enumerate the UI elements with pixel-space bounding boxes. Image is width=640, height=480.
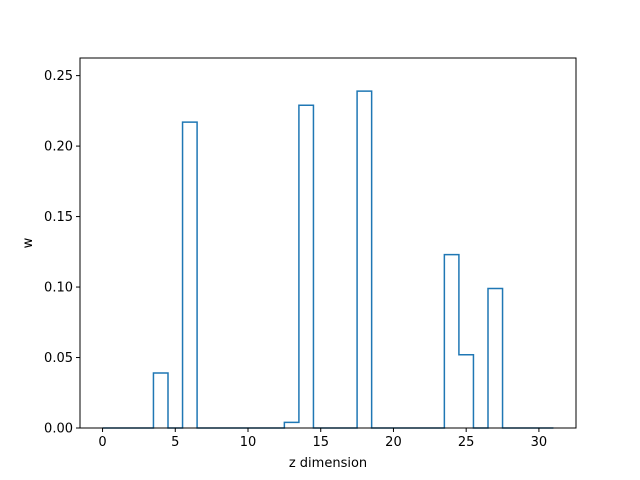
x-tick-label: 20 <box>385 435 402 450</box>
y-axis-label: w <box>21 237 36 248</box>
y-tick-label: 0.20 <box>44 140 73 155</box>
x-axis-label: z dimension <box>289 456 367 471</box>
x-tick-label: 30 <box>531 435 548 450</box>
y-tick-label: 0.00 <box>44 422 73 437</box>
x-tick-label: 10 <box>240 435 257 450</box>
x-tick-label: 25 <box>458 435 475 450</box>
x-tick-label: 0 <box>98 435 106 450</box>
plot-area-frame <box>79 57 577 429</box>
y-tick-label: 0.15 <box>44 210 73 225</box>
x-tick-label: 15 <box>312 435 329 450</box>
y-tick-label: 0.25 <box>44 69 73 84</box>
x-axis-ticks: 0 5 10 15 20 25 30 <box>98 428 547 450</box>
y-tick-label: 0.05 <box>44 351 73 366</box>
x-tick-label: 5 <box>171 435 179 450</box>
y-axis-ticks: 0.00 0.05 0.10 0.15 0.20 0.25 <box>44 69 80 437</box>
y-tick-label: 0.10 <box>44 281 73 296</box>
